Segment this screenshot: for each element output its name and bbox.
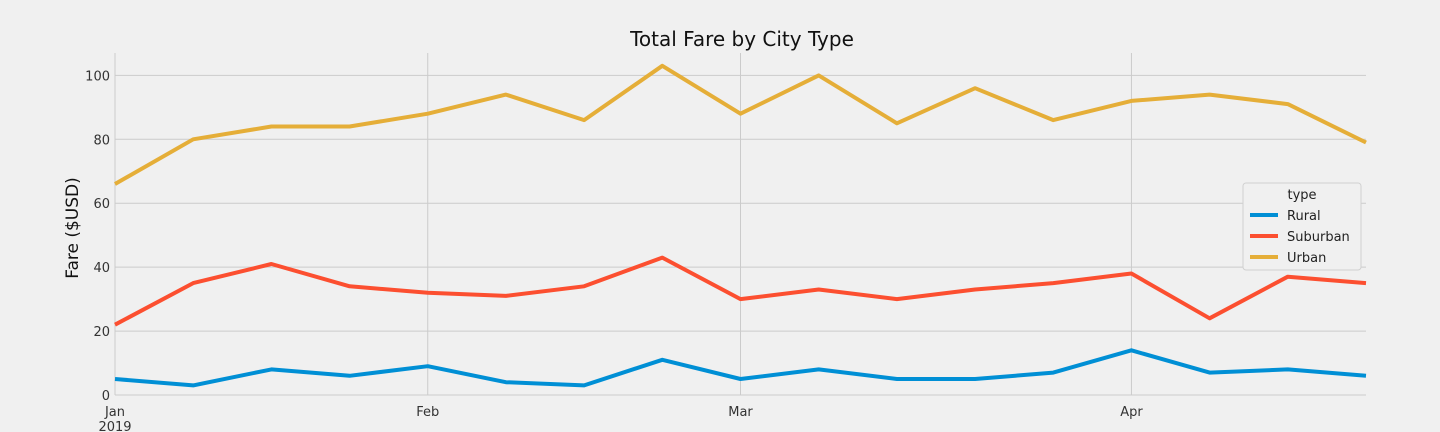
series-line-suburban xyxy=(114,255,1367,327)
y-tick-label: 80 xyxy=(93,133,110,148)
legend: type Rural Suburban Urban xyxy=(1242,182,1362,271)
legend-label-urban: Urban xyxy=(1287,251,1326,266)
x-tick-label: Feb xyxy=(416,405,439,420)
x-tick-label: Mar xyxy=(728,405,753,420)
y-axis-label: Fare ($USD) xyxy=(63,177,83,279)
grid xyxy=(114,53,1366,396)
x-tick-label: Apr xyxy=(1120,405,1143,420)
y-tick-label: 40 xyxy=(93,261,110,276)
legend-label-rural: Rural xyxy=(1287,209,1321,224)
x-tick-label: Jan xyxy=(104,405,125,420)
x-tick-sublabel: 2019 xyxy=(98,420,131,432)
y-tick-label: 60 xyxy=(93,197,110,212)
legend-box xyxy=(1242,182,1362,271)
legend-label-suburban: Suburban xyxy=(1287,230,1350,245)
legend-title: type xyxy=(1287,188,1316,203)
y-tick-label: 100 xyxy=(85,69,110,84)
series-lines xyxy=(114,63,1367,388)
chart-title: Total Fare by City Type xyxy=(629,27,854,51)
series-line-rural xyxy=(114,348,1367,388)
series-line-urban xyxy=(114,63,1367,186)
y-tick-label: 20 xyxy=(93,325,110,340)
y-tick-label: 0 xyxy=(102,389,110,404)
